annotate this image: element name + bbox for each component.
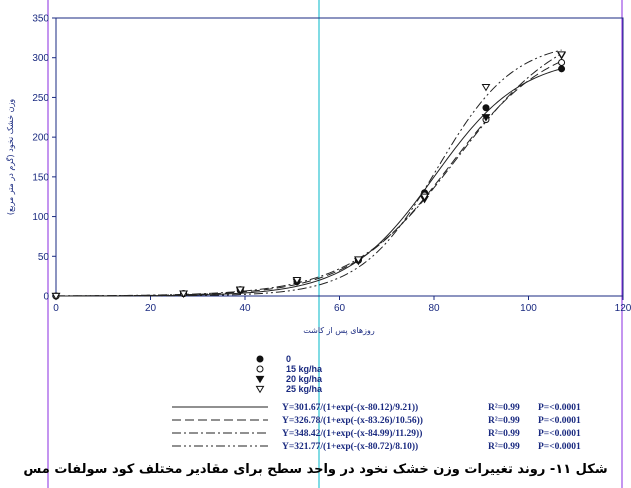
y-tick-label: 250 bbox=[32, 93, 49, 104]
y-tick-label: 0 bbox=[43, 292, 49, 303]
x-tick-label: 100 bbox=[520, 303, 537, 314]
equation-p-1: P=<0.0001 bbox=[538, 416, 581, 426]
equation-formula-3: Y=321.77/(1+exp(-(x-80.72)/8.10)) bbox=[282, 441, 418, 452]
equation-p-2: P=<0.0001 bbox=[538, 429, 581, 439]
equation-r2-1: R²=0.99 bbox=[488, 416, 520, 426]
data-point-series-3 bbox=[557, 51, 566, 59]
x-tick-label: 120 bbox=[615, 303, 631, 314]
data-point-series-0 bbox=[558, 65, 566, 73]
fit-curve-3 bbox=[56, 49, 562, 297]
data-point-series-3 bbox=[481, 83, 491, 92]
data-point-series-3 bbox=[179, 290, 188, 298]
axis-ticks: 0 20 40 60 80 100 120 0 50 100 150 200 250 300 350 bbox=[32, 14, 631, 315]
fit-curve-2 bbox=[55, 53, 562, 297]
legend-label-0: 0 bbox=[286, 354, 291, 364]
equation-formula-2: Y=348.42/(1+exp(-(x-84.99)/11.29)) bbox=[282, 428, 422, 439]
y-tick-label: 300 bbox=[32, 53, 49, 64]
data-point-series-3 bbox=[51, 292, 61, 301]
data-point-series-0 bbox=[482, 104, 490, 112]
data-point-series-3 bbox=[420, 193, 429, 202]
legend-label-3: 25 kg/ha bbox=[286, 384, 323, 394]
y-tick-label: 50 bbox=[38, 252, 50, 263]
y-tick-label: 200 bbox=[32, 133, 49, 144]
data-point-series-1 bbox=[558, 58, 566, 66]
legend-marker-1 bbox=[256, 365, 264, 373]
figure-caption: شکل ۱۱- روند تغییرات وزن خشک نخود در واح… bbox=[23, 462, 608, 477]
equation-formula-1: Y=326.78/(1+exp(-(x-83.26)/10.56)) bbox=[282, 415, 423, 426]
fit-curve-0 bbox=[56, 68, 562, 297]
x-tick-label: 40 bbox=[239, 303, 251, 314]
equation-r2-2: R²=0.99 bbox=[488, 429, 520, 439]
x-axis-label: روزهای پس از کاشت bbox=[303, 326, 375, 335]
x-tick-label: 20 bbox=[145, 303, 157, 314]
legend-marker-2 bbox=[255, 375, 265, 384]
y-tick-label: 100 bbox=[32, 212, 49, 223]
x-tick-label: 0 bbox=[53, 303, 59, 314]
y-axis-label: وزن خشک نخود (گرم در متر مربع) bbox=[5, 99, 15, 215]
x-tick-label: 60 bbox=[334, 303, 346, 314]
y-tick-label: 350 bbox=[32, 14, 49, 25]
equation-p-3: P=<0.0001 bbox=[538, 442, 581, 452]
equation-formula-0: Y=301.67/(1+exp(-(x-80.12)/9.21)) bbox=[282, 402, 418, 413]
legend-marker-3 bbox=[255, 385, 265, 394]
data-point-series-3 bbox=[354, 256, 363, 264]
fit-curves bbox=[55, 49, 562, 297]
equation-r2-3: R²=0.99 bbox=[488, 442, 520, 452]
fit-curve-1 bbox=[56, 60, 562, 297]
legend-label-2: 20 kg/ha bbox=[286, 374, 323, 384]
equation-r2-0: R²=0.99 bbox=[488, 403, 520, 413]
y-tick-label: 150 bbox=[32, 172, 49, 183]
legend-label-1: 15 kg/ha bbox=[286, 364, 323, 374]
x-tick-label: 80 bbox=[428, 303, 440, 314]
data-point-series-3 bbox=[292, 276, 302, 285]
plot-frame bbox=[55, 17, 624, 297]
data-markers bbox=[51, 51, 566, 301]
legend-marker-0 bbox=[256, 355, 264, 363]
data-point-series-3 bbox=[235, 286, 245, 294]
data-point-series-2 bbox=[481, 114, 491, 122]
equation-p-0: P=<0.0001 bbox=[538, 403, 581, 413]
